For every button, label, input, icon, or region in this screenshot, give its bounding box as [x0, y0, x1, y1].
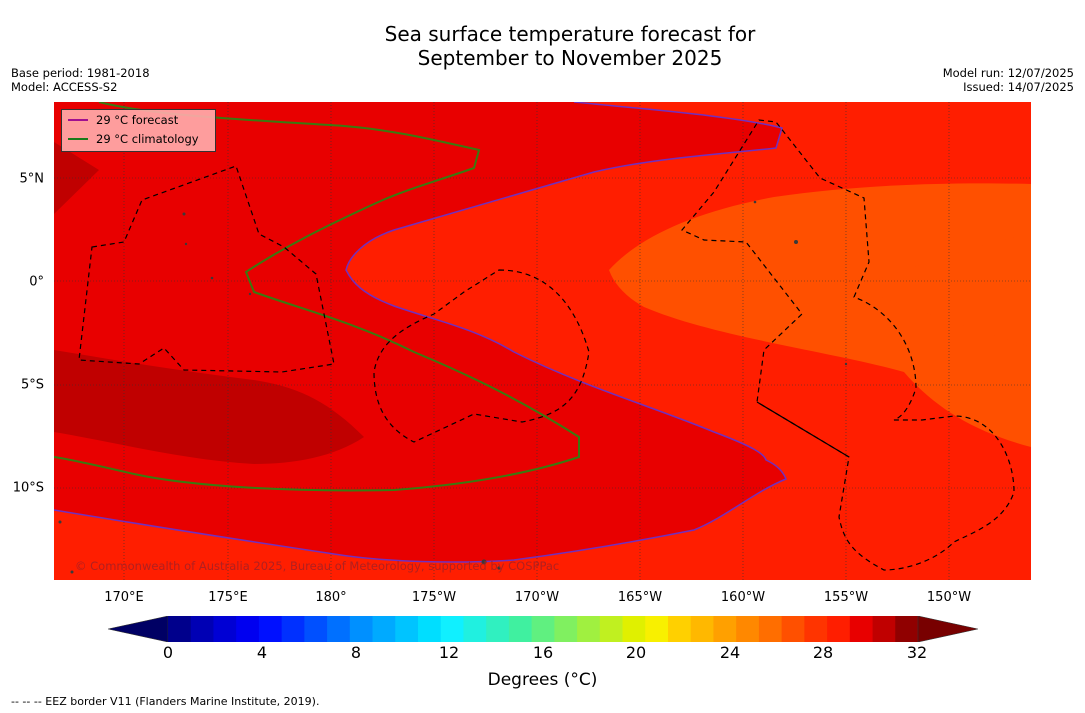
colorbar-cell	[758, 616, 783, 642]
colorbar-cell	[463, 616, 487, 642]
sst-map	[54, 102, 1031, 580]
legend-entry-climatology: 29 °C climatology	[68, 131, 199, 147]
map-legend: 29 °C forecast 29 °C climatology	[61, 109, 216, 152]
colorbar-high-extension	[917, 615, 979, 643]
colorbar-cell	[281, 616, 305, 642]
title-line-1: Sea surface temperature forecast for	[384, 22, 756, 46]
colorbar-tick-28: 28	[812, 643, 834, 662]
field-dark-red-north	[54, 142, 99, 214]
colorbar-low-extension	[107, 615, 169, 643]
eez-footnote: -- -- -- EEZ border V11 (Flanders Marine…	[11, 695, 320, 708]
colorbar-tick-16: 16	[532, 643, 554, 662]
colorbar-label: Degrees (°C)	[487, 670, 598, 690]
colorbar-cells	[168, 616, 919, 642]
colorbar-tick-20: 20	[625, 643, 647, 662]
colorbar-cell	[849, 616, 873, 642]
colorbar-cell	[213, 616, 237, 642]
colorbar-cell	[258, 616, 283, 642]
model-name: Model: ACCESS-S2	[11, 80, 118, 94]
colorbar-cell	[827, 616, 851, 642]
colorbar-cell	[736, 616, 760, 642]
colorbar-cell	[781, 616, 805, 642]
colorbar-cell	[895, 616, 919, 642]
colorbar-cell	[668, 616, 692, 642]
field-deep-orange	[854, 234, 1031, 347]
colorbar-cell	[645, 616, 669, 642]
colorbar-cell	[304, 616, 328, 642]
map-title: Sea surface temperature forecast for Sep…	[0, 22, 1085, 70]
colorbar-cell	[327, 616, 351, 642]
colorbar-cell	[622, 616, 646, 642]
climatology-29c-contour	[54, 102, 580, 492]
colorbar-cell	[713, 616, 737, 642]
colorbar-cell	[418, 616, 442, 642]
lon-label-175e: 175°E	[208, 590, 248, 605]
colorbar-cell	[690, 616, 714, 642]
graticule	[54, 102, 1031, 580]
colorbar-cell	[440, 616, 464, 642]
colorbar-cell	[872, 616, 896, 642]
base-period: Base period: 1981-2018	[11, 66, 150, 80]
lat-label-5n: 5°N	[19, 171, 45, 187]
colorbar-cell	[486, 616, 510, 642]
colorbar-cell	[804, 616, 828, 642]
lon-label-180: 180°	[315, 590, 347, 605]
colorbar-tick-8: 8	[350, 643, 362, 662]
lon-label-175w: 175°W	[411, 590, 457, 605]
model-run: Model run: 12/07/2025	[942, 66, 1074, 80]
colorbar-cell	[531, 616, 555, 642]
legend-forecast-label: 29 °C forecast	[96, 113, 179, 127]
legend-climatology-label: 29 °C climatology	[96, 132, 199, 146]
eez-borders	[78, 119, 1015, 571]
colorbar-tick-32: 32	[906, 643, 928, 662]
forecast-swatch	[68, 119, 88, 121]
colorbar-tick-4: 4	[256, 643, 268, 662]
lon-label-165w: 165°W	[617, 590, 663, 605]
copyright-notice: © Commonwealth of Australia 2025, Bureau…	[75, 559, 560, 573]
colorbar-tick-24: 24	[719, 643, 741, 662]
colorbar-cell	[577, 616, 601, 642]
title-line-2: September to November 2025	[417, 46, 723, 70]
colorbar-cell	[168, 616, 192, 642]
colorbar-cell	[190, 616, 214, 642]
colorbar-tick-12: 12	[438, 643, 460, 662]
lat-label-eq: 0°	[29, 274, 44, 290]
lon-label-155w: 155°W	[823, 590, 869, 605]
meta-right: Model run: 12/07/2025 Issued: 14/07/2025	[943, 66, 1074, 94]
field-orange-lobe	[609, 183, 1031, 447]
islands	[58, 200, 848, 574]
colorbar-tick-0: 0	[162, 643, 174, 662]
colorbar-cell	[599, 616, 623, 642]
colorbar-cell	[372, 616, 396, 642]
colorbar	[107, 615, 979, 643]
colorbar-cell	[236, 616, 260, 642]
lat-label-5s: 5°S	[20, 377, 44, 393]
lon-label-170w: 170°W	[514, 590, 560, 605]
climatology-swatch	[68, 138, 88, 140]
forecast-29c-contour	[54, 102, 787, 563]
eez-solid-segment	[756, 401, 850, 458]
colorbar-cell	[508, 616, 533, 642]
issued-date: Issued: 14/07/2025	[963, 80, 1074, 94]
lon-label-170e: 170°E	[104, 590, 144, 605]
meta-left: Base period: 1981-2018 Model: ACCESS-S2	[11, 66, 150, 94]
colorbar-cell	[554, 616, 578, 642]
legend-entry-forecast: 29 °C forecast	[68, 112, 178, 128]
colorbar-cell	[349, 616, 373, 642]
lon-label-160w: 160°W	[720, 590, 766, 605]
colorbar-cell	[395, 616, 419, 642]
lon-label-150w: 150°W	[926, 590, 972, 605]
lat-label-10s: 10°S	[12, 480, 44, 496]
field-dark-red-south	[54, 350, 364, 464]
